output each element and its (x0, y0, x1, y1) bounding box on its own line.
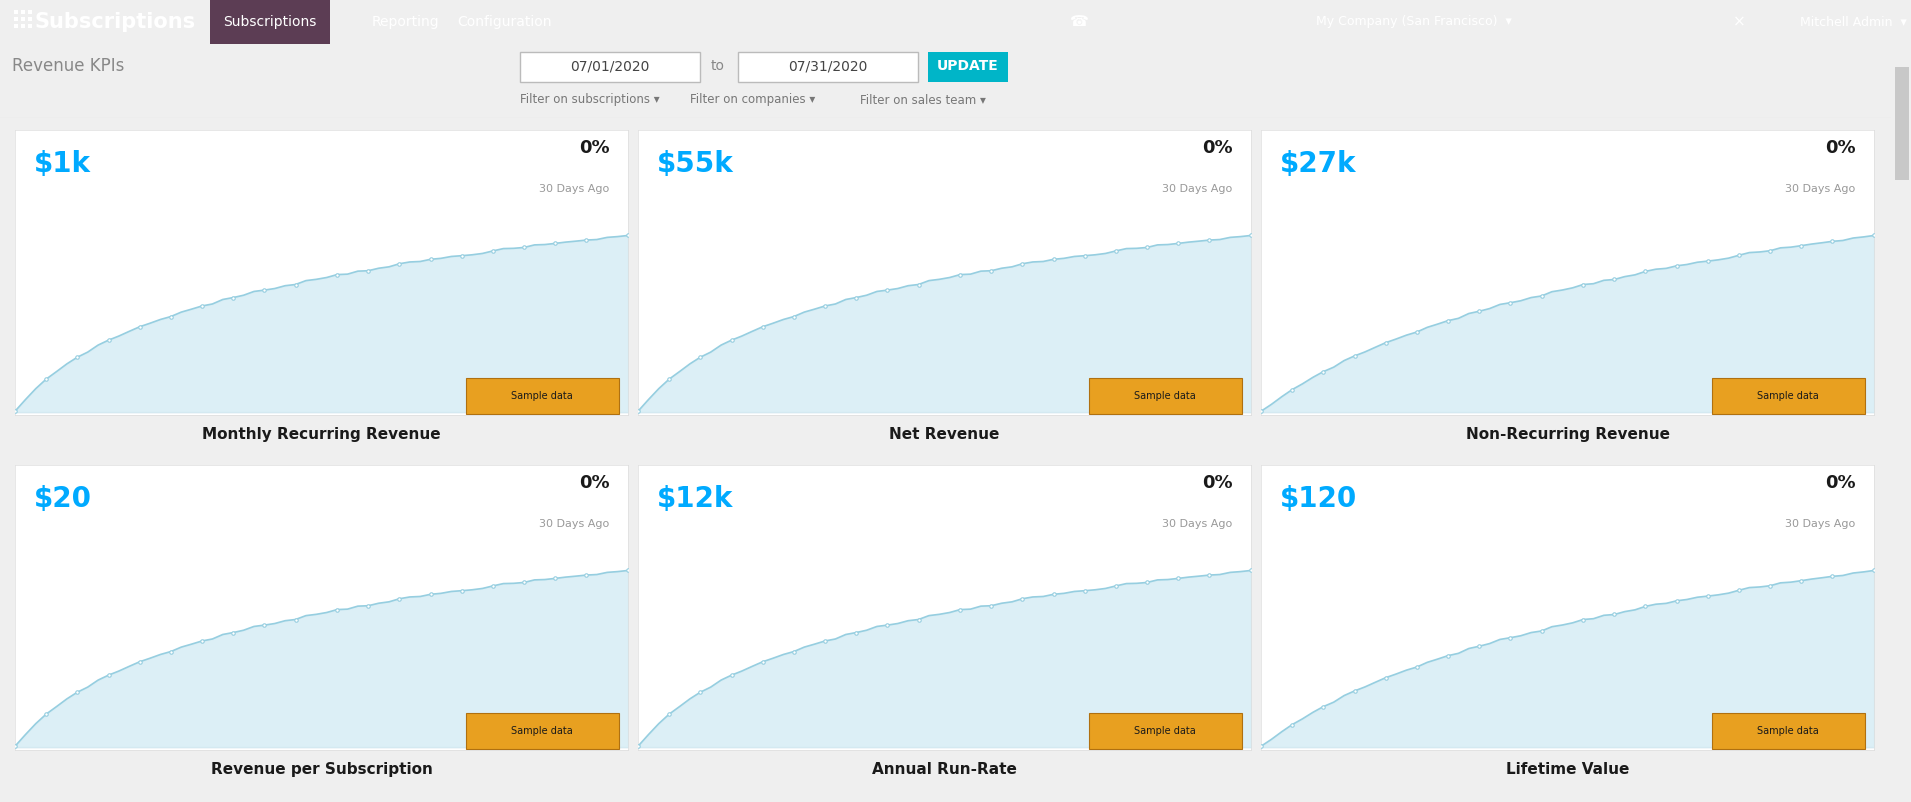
Text: Configuration: Configuration (459, 15, 552, 29)
Text: Revenue KPIs: Revenue KPIs (11, 57, 124, 75)
Text: My Company (San Francisco)  ▾: My Company (San Francisco) ▾ (1317, 15, 1512, 29)
Text: 0%: 0% (1202, 139, 1233, 156)
FancyBboxPatch shape (1089, 713, 1242, 748)
Text: Annual Run-Rate: Annual Run-Rate (871, 762, 1017, 776)
Text: 0%: 0% (579, 473, 610, 492)
Text: Sample data: Sample data (512, 391, 573, 401)
Text: 30 Days Ago: 30 Days Ago (539, 519, 610, 529)
Text: $27k: $27k (1278, 150, 1357, 178)
Text: Sample data: Sample data (512, 726, 573, 736)
Text: Subscriptions: Subscriptions (34, 12, 197, 32)
Text: Sample data: Sample data (1135, 726, 1196, 736)
Text: Sample data: Sample data (1758, 726, 1819, 736)
FancyBboxPatch shape (1089, 378, 1242, 414)
Text: 0%: 0% (579, 139, 610, 156)
Text: Sample data: Sample data (1758, 391, 1819, 401)
FancyBboxPatch shape (466, 378, 619, 414)
Text: 0%: 0% (1825, 139, 1856, 156)
Bar (13, 10, 17, 14)
Text: Revenue per Subscription: Revenue per Subscription (210, 762, 432, 776)
Bar (21, 24, 25, 28)
Bar (13, 17, 17, 21)
Bar (13, 24, 17, 28)
FancyBboxPatch shape (466, 713, 619, 748)
Text: Subscriptions: Subscriptions (224, 15, 317, 29)
Text: Filter on subscriptions ▾: Filter on subscriptions ▾ (520, 94, 659, 107)
Bar (21, 10, 25, 14)
Bar (29, 24, 32, 28)
Text: $1k: $1k (32, 150, 90, 178)
Bar (210, 0, 331, 44)
Text: $12k: $12k (655, 485, 732, 513)
Text: 07/31/2020: 07/31/2020 (789, 59, 868, 73)
Text: Net Revenue: Net Revenue (889, 427, 999, 442)
Text: 0%: 0% (1825, 473, 1856, 492)
Text: $20: $20 (32, 485, 92, 513)
Text: Monthly Recurring Revenue: Monthly Recurring Revenue (203, 427, 441, 442)
Text: Filter on companies ▾: Filter on companies ▾ (690, 94, 816, 107)
Text: Sample data: Sample data (1135, 391, 1196, 401)
Text: Non-Recurring Revenue: Non-Recurring Revenue (1466, 427, 1670, 442)
Text: 30 Days Ago: 30 Days Ago (539, 184, 610, 194)
Text: ☎: ☎ (1070, 14, 1089, 30)
Bar (520, 52, 699, 82)
Bar (21, 17, 25, 21)
Text: Filter on sales team ▾: Filter on sales team ▾ (860, 94, 986, 107)
FancyBboxPatch shape (1712, 713, 1865, 748)
FancyBboxPatch shape (1712, 378, 1865, 414)
Text: Reporting: Reporting (371, 15, 440, 29)
Bar (1896, 67, 1909, 180)
Text: ×: × (1733, 14, 1745, 30)
Text: 07/01/2020: 07/01/2020 (569, 59, 650, 73)
Text: UPDATE: UPDATE (936, 59, 999, 73)
Text: 0%: 0% (1202, 473, 1233, 492)
Bar (929, 52, 1007, 82)
Text: 30 Days Ago: 30 Days Ago (1785, 519, 1856, 529)
Text: 30 Days Ago: 30 Days Ago (1162, 184, 1233, 194)
Text: $120: $120 (1278, 485, 1357, 513)
Text: 30 Days Ago: 30 Days Ago (1162, 519, 1233, 529)
Text: Mitchell Admin  ▾: Mitchell Admin ▾ (1800, 15, 1907, 29)
Bar (738, 52, 917, 82)
Bar (29, 10, 32, 14)
Text: to: to (711, 59, 724, 73)
Text: 30 Days Ago: 30 Days Ago (1785, 184, 1856, 194)
Text: Lifetime Value: Lifetime Value (1506, 762, 1630, 776)
Bar (29, 17, 32, 21)
Text: $55k: $55k (655, 150, 734, 178)
